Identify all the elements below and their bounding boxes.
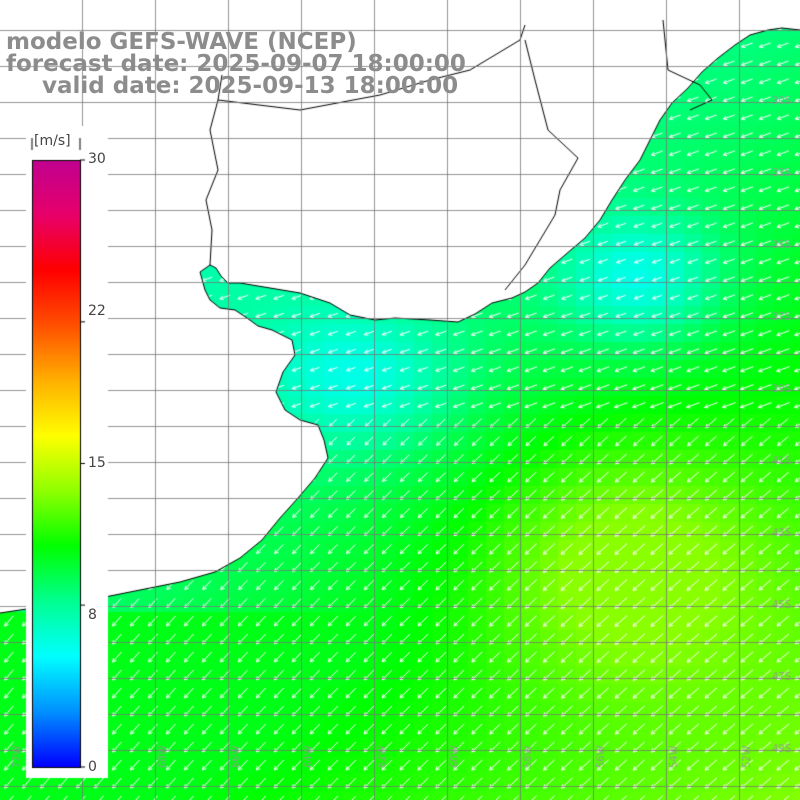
colorbar-tick-label: 30: [88, 151, 106, 167]
colorbar-unit-label: [m/s]: [34, 133, 71, 149]
colorbar-tick-label: 22: [88, 303, 106, 319]
colorbar-tick-label: 8: [88, 607, 97, 623]
forecast-date-title: forecast date: 2025-09-07 18:00:00: [6, 51, 466, 77]
valid-date-title: valid date: 2025-09-13 18:00:00: [42, 73, 459, 99]
model-title: modelo GEFS-WAVE (NCEP): [6, 29, 357, 55]
colorbar-tick-label: 0: [88, 759, 97, 775]
colorbar-tick-label: 15: [88, 455, 106, 471]
